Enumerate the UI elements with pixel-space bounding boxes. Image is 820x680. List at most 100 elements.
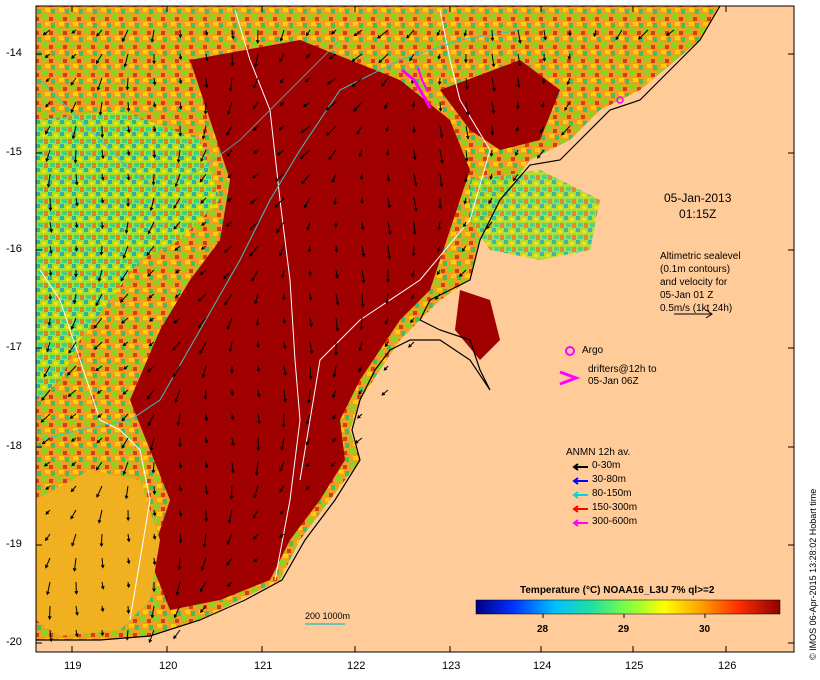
velocity-arrow — [46, 341, 51, 353]
velocity-arrow — [122, 461, 129, 476]
velocity-arrow — [100, 605, 105, 613]
velocity-arrow — [172, 365, 181, 378]
observation-date: 05-Jan-2013 01:15Z — [664, 190, 731, 222]
anmn-legend-arrow — [572, 519, 588, 527]
velocity-arrow — [99, 533, 104, 548]
velocity-arrow — [97, 269, 103, 283]
velocity-arrow — [358, 365, 363, 373]
velocity-arrow — [309, 341, 314, 355]
velocity-arrow — [490, 125, 495, 136]
velocity-arrow — [71, 125, 77, 140]
velocity-arrow — [568, 30, 572, 37]
velocity-arrow — [70, 485, 77, 493]
velocity-arrow — [100, 149, 105, 160]
velocity-arrow — [330, 461, 337, 467]
x-axis-label: 126 — [718, 660, 737, 672]
velocity-arrow — [359, 173, 364, 181]
velocity-arrow — [71, 533, 77, 547]
velocity-arrow — [437, 77, 442, 86]
x-axis-label: 125 — [625, 660, 644, 672]
velocity-arrow — [360, 293, 365, 308]
velocity-arrow — [122, 389, 129, 395]
velocity-arrow — [461, 245, 467, 252]
velocity-arrow — [279, 461, 285, 473]
velocity-arrow — [226, 149, 233, 157]
y-axis-label: -19 — [6, 538, 22, 550]
velocity-arrow — [100, 125, 105, 139]
velocity-arrow — [253, 533, 259, 540]
velocity-arrow — [224, 293, 233, 306]
velocity-arrow — [276, 221, 285, 234]
velocity-arrow — [515, 125, 520, 133]
velocity-arrow — [227, 173, 233, 179]
velocity-arrow — [70, 317, 77, 330]
y-axis-label: -15 — [6, 146, 22, 158]
velocity-arrow — [305, 413, 311, 426]
velocity-arrow — [305, 53, 311, 59]
sst-field-green-east — [470, 170, 600, 260]
x-axis-label: 123 — [442, 660, 461, 672]
velocity-arrow — [281, 413, 286, 429]
velocity-arrow — [97, 509, 103, 524]
velocity-arrow — [541, 77, 546, 85]
velocity-arrow — [387, 221, 392, 236]
velocity-arrow — [228, 77, 233, 92]
velocity-arrow — [68, 341, 77, 354]
sst-field-hot-bay — [455, 290, 500, 360]
velocity-arrow — [199, 269, 207, 276]
velocity-arrow — [353, 101, 363, 112]
velocity-arrow — [43, 461, 51, 467]
x-axis-label: 120 — [159, 660, 178, 672]
argo-float-marker — [616, 96, 624, 104]
velocity-arrow — [150, 29, 155, 43]
drifter-legend-icon — [559, 370, 581, 386]
velocity-arrow — [303, 197, 311, 209]
velocity-arrow — [200, 197, 207, 204]
velocity-arrow — [226, 533, 233, 546]
velocity-arrow — [331, 173, 337, 184]
velocity-arrow — [73, 149, 78, 164]
y-axis-label: -20 — [6, 636, 22, 648]
velocity-arrow — [74, 629, 79, 638]
velocity-arrow — [282, 317, 287, 325]
velocity-arrow — [152, 533, 157, 541]
velocity-arrow — [463, 221, 467, 228]
velocity-arrow — [437, 245, 441, 253]
velocity-arrow — [439, 149, 444, 164]
velocity-arrow — [100, 173, 105, 181]
velocity-arrow — [152, 53, 156, 65]
velocity-arrow — [360, 197, 364, 205]
velocity-arrow — [331, 29, 337, 35]
velocity-arrow — [353, 29, 363, 37]
velocity-arrow — [305, 485, 311, 491]
velocity-arrow — [96, 485, 103, 498]
velocity-arrow — [197, 293, 207, 302]
velocity-arrow — [148, 629, 155, 644]
velocity-arrow — [280, 437, 285, 452]
velocity-arrow — [223, 245, 233, 253]
velocity-arrow — [74, 221, 79, 229]
velocity-arrow — [75, 197, 79, 207]
velocity-arrow — [385, 293, 389, 305]
velocity-arrow — [439, 125, 444, 139]
axis-ticks — [36, 6, 794, 652]
velocity-arrow — [516, 77, 521, 89]
velocity-arrow — [274, 173, 285, 182]
velocity-arrow — [151, 173, 156, 186]
velocity-arrow — [516, 101, 520, 110]
velocity-arrow — [100, 581, 105, 590]
velocity-arrow — [146, 389, 155, 400]
velocity-arrow — [409, 53, 415, 62]
anmn-legend-arrow — [572, 505, 588, 513]
velocity-arrow — [485, 221, 493, 230]
velocity-arrow — [74, 173, 79, 186]
sealevel-contour — [39, 269, 151, 621]
velocity-arrow — [74, 245, 79, 253]
velocity-arrow — [199, 173, 207, 183]
velocity-arrow — [229, 485, 234, 500]
velocity-arrow — [95, 53, 103, 65]
velocity-arrow — [126, 101, 131, 112]
velocity-arrow — [45, 149, 51, 163]
velocity-arrow — [384, 101, 389, 110]
velocity-arrow — [358, 341, 363, 352]
